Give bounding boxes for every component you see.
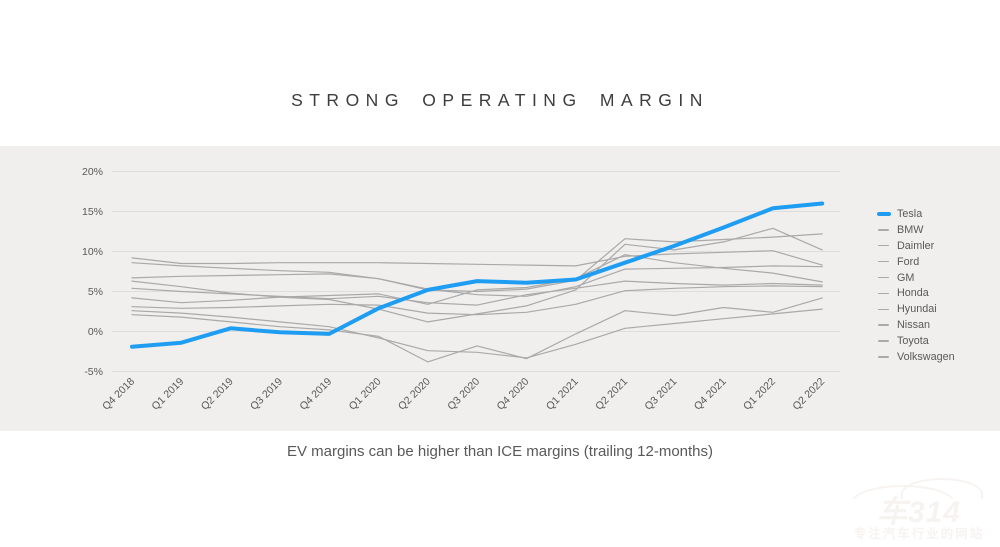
- y-tick-label: 10%: [82, 246, 103, 258]
- legend-label: Daimler: [897, 239, 935, 252]
- y-tick-label: 0%: [88, 326, 103, 338]
- legend-swatch-icon: [878, 245, 889, 247]
- legend-label: GM: [897, 271, 915, 284]
- chart-line-daimler: [131, 227, 823, 323]
- x-tick-label: Q3 2020: [445, 376, 482, 413]
- chart-line-gm: [131, 254, 823, 305]
- legend-label: Volkswagen: [897, 350, 955, 363]
- legend-label: Tesla: [897, 207, 923, 220]
- legend-label: Honda: [897, 287, 929, 300]
- x-tick-label: Q1 2022: [741, 376, 778, 413]
- legend-item-hyundai: Hyundai: [877, 301, 992, 317]
- legend-swatch-icon: [878, 356, 889, 358]
- x-tick-label: Q4 2020: [495, 376, 532, 413]
- legend-swatch-icon: [878, 324, 889, 326]
- y-tick-label: 20%: [82, 166, 103, 178]
- legend-label: BMW: [897, 223, 924, 236]
- legend-item-volkswagen: Volkswagen: [877, 349, 992, 365]
- legend-swatch-icon: [878, 260, 889, 263]
- chart-line-toyota: [131, 250, 823, 267]
- x-tick-label: Q3 2021: [642, 376, 679, 413]
- legend-item-gm: GM: [877, 270, 992, 286]
- legend-label: Nissan: [897, 319, 931, 332]
- y-tick-label: -5%: [84, 366, 103, 378]
- chart-legend: Tesla BMW Daimler Ford GM Honda Hyundai Nissan T…: [877, 206, 992, 365]
- legend-item-tesla: Tesla: [877, 206, 992, 222]
- legend-label: Toyota: [897, 335, 929, 348]
- x-tick-label: Q4 2018: [100, 376, 137, 413]
- chart-line-bmw: [131, 233, 823, 293]
- x-tick-label: Q2 2020: [396, 376, 433, 413]
- y-tick-label: 15%: [82, 206, 103, 218]
- legend-item-bmw: BMW: [877, 222, 992, 238]
- legend-label: Ford: [897, 255, 920, 268]
- x-tick-label: Q1 2019: [149, 376, 186, 413]
- x-tick-label: Q1 2020: [347, 376, 384, 413]
- legend-item-ford: Ford: [877, 254, 992, 270]
- y-tick-label: 5%: [88, 286, 103, 298]
- x-tick-label: Q2 2022: [790, 376, 827, 413]
- legend-item-nissan: Nissan: [877, 317, 992, 333]
- chart-line-tesla: [130, 201, 825, 349]
- chart-line-ford: [131, 297, 823, 363]
- legend-label: Hyundai: [897, 303, 937, 316]
- legend-item-toyota: Toyota: [877, 333, 992, 349]
- x-tick-label: Q2 2019: [199, 376, 236, 413]
- legend-swatch-icon: [878, 292, 889, 295]
- chart-line-volkswagen: [131, 265, 823, 297]
- x-tick-label: Q2 2021: [593, 376, 630, 413]
- x-tick-label: Q3 2019: [248, 376, 285, 413]
- legend-swatch-icon: [878, 229, 889, 231]
- x-tick-label: Q4 2021: [692, 376, 729, 413]
- legend-swatch-icon: [878, 308, 889, 310]
- x-tick-label: Q4 2019: [297, 376, 334, 413]
- legend-swatch-icon: [878, 340, 889, 342]
- legend-item-daimler: Daimler: [877, 238, 992, 254]
- chart-line-nissan: [131, 308, 823, 359]
- legend-swatch-icon: [877, 212, 891, 216]
- x-tick-label: Q1 2021: [544, 376, 581, 413]
- legend-item-honda: Honda: [877, 285, 992, 301]
- legend-swatch-icon: [878, 276, 889, 279]
- chart-caption: EV margins can be higher than ICE margin…: [286, 443, 714, 460]
- page-title: STRONG OPERATING MARGIN: [291, 90, 709, 110]
- chart-line-hyundai: [131, 285, 823, 316]
